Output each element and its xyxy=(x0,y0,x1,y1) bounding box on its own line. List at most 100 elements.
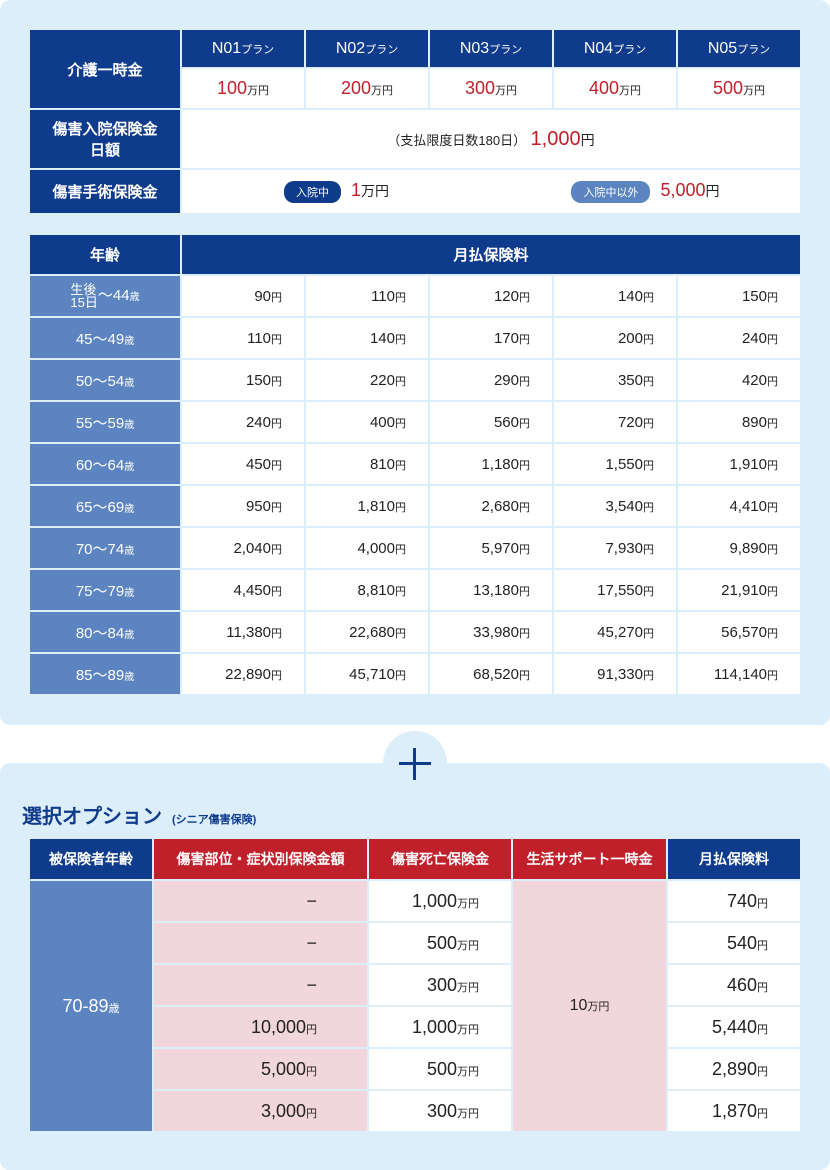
table-row: 10,000円 1,000万円 5,440円 xyxy=(30,1007,800,1047)
premium-cell: 90円 xyxy=(182,276,304,316)
plan-header: N03プラン xyxy=(430,30,552,67)
premium-cell: 4,410円 xyxy=(678,486,800,526)
monthly-premium-header: 月払保険料 xyxy=(668,839,800,879)
injury-amount-cell: 3,000円 xyxy=(154,1091,367,1131)
death-benefit-cell: 1,000万円 xyxy=(369,881,511,921)
premium-cell: 890円 xyxy=(678,402,800,442)
premium-cell: 45,710円 xyxy=(306,654,428,694)
age-header: 年齢 xyxy=(30,235,180,274)
premium-cell: 91,330円 xyxy=(554,654,676,694)
premium-cell: 720円 xyxy=(554,402,676,442)
premium-cell: 3,540円 xyxy=(554,486,676,526)
premium-cell: 45,270円 xyxy=(554,612,676,652)
nursing-label: 介護一時金 xyxy=(30,30,180,108)
option-subtitle: (シニア傷害保険) xyxy=(172,814,257,826)
option-premium-cell: 1,870円 xyxy=(668,1091,800,1131)
table-row: 65〜69歳 950円 1,810円 2,680円 3,540円 4,410円 xyxy=(30,486,800,526)
premium-cell: 56,570円 xyxy=(678,612,800,652)
plan-header: N04プラン xyxy=(554,30,676,67)
death-benefit-cell: 300万円 xyxy=(369,1091,511,1131)
age-cell: 生後 15日〜44歳 xyxy=(30,276,180,316)
option-premium-cell: 740円 xyxy=(668,881,800,921)
in-hospital-badge: 入院中 xyxy=(283,180,341,203)
surgery-value: 入院中 1万円 入院中以外 5,000円 xyxy=(182,170,800,213)
table-row: 45〜49歳 110円 140円 170円 200円 240円 xyxy=(30,318,800,358)
plan-header: N02プラン xyxy=(306,30,428,67)
age-cell: 70〜74歳 xyxy=(30,528,180,568)
plan-amount: 200万円 xyxy=(306,69,428,108)
plus-icon xyxy=(383,731,447,795)
premium-cell: 22,890円 xyxy=(182,654,304,694)
premium-cell: 17,550円 xyxy=(554,570,676,610)
table-row: 80〜84歳 11,380円 22,680円 33,980円 45,270円 56,570… xyxy=(30,612,800,652)
age-cell: 80〜84歳 xyxy=(30,612,180,652)
premium-cell: 240円 xyxy=(678,318,800,358)
injury-amount-header: 傷害部位・症状別保険金額 xyxy=(154,839,367,879)
premium-cell: 810円 xyxy=(306,444,428,484)
premium-cell: 22,680円 xyxy=(306,612,428,652)
injury-amount-cell: − xyxy=(154,923,367,963)
premium-cell: 7,930円 xyxy=(554,528,676,568)
premium-cell: 1,910円 xyxy=(678,444,800,484)
premium-cell: 9,890円 xyxy=(678,528,800,568)
life-support-header: 生活サポート一時金 xyxy=(513,839,666,879)
injury-amount-cell: 5,000円 xyxy=(154,1049,367,1089)
hospital-value: （支払限度日数180日） 1,000円 xyxy=(182,110,800,168)
plan-amount: 300万円 xyxy=(430,69,552,108)
premium-cell: 5,970円 xyxy=(430,528,552,568)
option-premium-cell: 540円 xyxy=(668,923,800,963)
premium-cell: 150円 xyxy=(678,276,800,316)
premium-cell: 450円 xyxy=(182,444,304,484)
insured-age-header: 被保険者年齢 xyxy=(30,839,152,879)
option-premium-cell: 2,890円 xyxy=(668,1049,800,1089)
table-row: 75〜79歳 4,450円 8,810円 13,180円 17,550円 21,910円 xyxy=(30,570,800,610)
plan-amount: 100万円 xyxy=(182,69,304,108)
premium-cell: 120円 xyxy=(430,276,552,316)
table-row: 生後 15日〜44歳 90円 110円 120円 140円 150円 xyxy=(30,276,800,316)
age-cell: 45〜49歳 xyxy=(30,318,180,358)
table-row: 70-89歳 −1,000万円 10万円 740円 xyxy=(30,881,800,1131)
plan-header: N01プラン xyxy=(182,30,304,67)
option-table: 被保険者年齢 傷害部位・症状別保険金額 傷害死亡保険金 生活サポート一時金 月払… xyxy=(28,837,802,1133)
premium-cell: 21,910円 xyxy=(678,570,800,610)
premium-cell: 68,520円 xyxy=(430,654,552,694)
death-benefit-cell: 500万円 xyxy=(369,1049,511,1089)
table-row: −300万円 460円 xyxy=(30,965,800,1005)
surgery-label: 傷害手術保険金 xyxy=(30,170,180,213)
premium-table: 年齢 月払保険料 生後 15日〜44歳 90円 110円 120円 140円 150円 45〜… xyxy=(28,233,802,696)
age-cell: 60〜64歳 xyxy=(30,444,180,484)
table-row: 3,000円 300万円 1,870円 xyxy=(30,1091,800,1131)
injury-amount-cell: 10,000円 xyxy=(154,1007,367,1047)
table-row: 85〜89歳 22,890円 45,710円 68,520円 91,330円 114,14… xyxy=(30,654,800,694)
hospital-label: 傷害入院保険金 日額 xyxy=(30,110,180,168)
death-benefit-cell: 500万円 xyxy=(369,923,511,963)
table-row: 60〜64歳 450円 810円 1,180円 1,550円 1,910円 xyxy=(30,444,800,484)
injury-amount-cell: − xyxy=(154,965,367,1005)
premium-cell: 170円 xyxy=(430,318,552,358)
insured-age-cell: 70-89歳 xyxy=(30,881,152,1131)
table-row: −500万円 540円 xyxy=(30,923,800,963)
premium-cell: 4,450円 xyxy=(182,570,304,610)
premium-cell: 950円 xyxy=(182,486,304,526)
premium-cell: 110円 xyxy=(306,276,428,316)
age-cell: 65〜69歳 xyxy=(30,486,180,526)
premium-cell: 2,040円 xyxy=(182,528,304,568)
table-row: 55〜59歳 240円 400円 560円 720円 890円 xyxy=(30,402,800,442)
plan-table: 介護一時金 N01プラン N02プラン N03プラン N04プラン N05プラン… xyxy=(28,28,802,215)
age-cell: 50〜54歳 xyxy=(30,360,180,400)
premium-cell: 11,380円 xyxy=(182,612,304,652)
premium-cell: 1,550円 xyxy=(554,444,676,484)
plan-amount: 500万円 xyxy=(678,69,800,108)
death-benefit-cell: 300万円 xyxy=(369,965,511,1005)
premium-header: 月払保険料 xyxy=(182,235,800,274)
premium-cell: 290円 xyxy=(430,360,552,400)
table-row: 5,000円 500万円 2,890円 xyxy=(30,1049,800,1089)
plan-header: N05プラン xyxy=(678,30,800,67)
premium-cell: 1,180円 xyxy=(430,444,552,484)
premium-cell: 420円 xyxy=(678,360,800,400)
premium-cell: 8,810円 xyxy=(306,570,428,610)
premium-cell: 150円 xyxy=(182,360,304,400)
outpatient-badge: 入院中以外 xyxy=(571,180,651,203)
premium-cell: 220円 xyxy=(306,360,428,400)
option-premium-cell: 5,440円 xyxy=(668,1007,800,1047)
